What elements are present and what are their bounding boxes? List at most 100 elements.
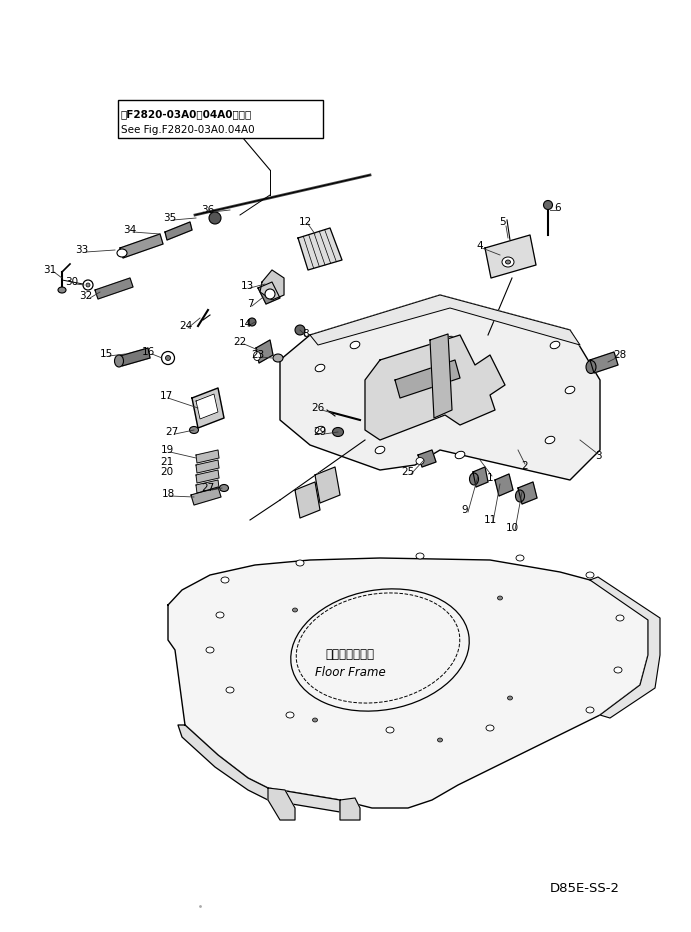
Text: 8: 8 (303, 329, 310, 339)
Polygon shape (196, 450, 219, 463)
Ellipse shape (315, 426, 325, 433)
Ellipse shape (416, 553, 424, 559)
Ellipse shape (295, 325, 305, 335)
Ellipse shape (332, 428, 343, 436)
Polygon shape (258, 282, 280, 304)
Ellipse shape (506, 260, 511, 264)
Polygon shape (590, 577, 660, 718)
Text: 34: 34 (124, 225, 137, 235)
Text: フロアフレーム: フロアフレーム (325, 649, 375, 662)
Text: 10: 10 (505, 523, 518, 533)
Text: 6: 6 (555, 203, 561, 213)
Text: 5: 5 (500, 217, 507, 227)
Ellipse shape (350, 341, 360, 349)
Ellipse shape (545, 436, 555, 444)
Ellipse shape (189, 427, 198, 433)
Text: 12: 12 (299, 217, 312, 227)
Ellipse shape (469, 473, 478, 485)
Ellipse shape (248, 318, 256, 326)
Polygon shape (120, 348, 150, 366)
Text: 2: 2 (522, 461, 529, 471)
Polygon shape (256, 340, 273, 363)
Text: 28: 28 (614, 350, 627, 360)
Text: D85E-SS-2: D85E-SS-2 (550, 882, 620, 895)
Polygon shape (485, 235, 536, 278)
Text: 27: 27 (165, 427, 179, 437)
Text: 18: 18 (162, 489, 175, 499)
Ellipse shape (312, 718, 317, 722)
Polygon shape (260, 270, 284, 300)
Ellipse shape (502, 257, 514, 267)
Polygon shape (295, 482, 320, 518)
Ellipse shape (565, 386, 575, 393)
Text: 26: 26 (312, 403, 325, 413)
Polygon shape (165, 222, 192, 240)
Polygon shape (340, 798, 360, 820)
Ellipse shape (498, 596, 502, 600)
Ellipse shape (375, 446, 385, 454)
Polygon shape (196, 470, 219, 483)
Text: 笮F2820-03A0　04A0図参照: 笮F2820-03A0 04A0図参照 (121, 109, 252, 119)
Polygon shape (418, 450, 436, 467)
Text: 30: 30 (66, 277, 79, 287)
Text: 19: 19 (160, 445, 173, 455)
Polygon shape (315, 467, 340, 503)
Ellipse shape (216, 612, 224, 618)
Ellipse shape (437, 738, 442, 742)
Ellipse shape (516, 555, 524, 561)
Polygon shape (95, 278, 133, 299)
Ellipse shape (162, 351, 175, 364)
Text: 1: 1 (486, 473, 493, 483)
Text: 13: 13 (240, 281, 254, 291)
Ellipse shape (550, 341, 560, 349)
Ellipse shape (292, 608, 298, 612)
Ellipse shape (445, 336, 455, 344)
Text: 25: 25 (401, 467, 415, 477)
Ellipse shape (586, 707, 594, 713)
Polygon shape (168, 558, 648, 808)
Text: 31: 31 (44, 265, 57, 275)
Polygon shape (430, 334, 452, 418)
Polygon shape (280, 295, 600, 480)
Polygon shape (518, 482, 537, 504)
Text: 17: 17 (160, 391, 173, 401)
Text: 3: 3 (595, 451, 601, 461)
Text: 35: 35 (163, 213, 177, 223)
Ellipse shape (416, 458, 424, 464)
Ellipse shape (58, 287, 66, 293)
Bar (118, 100, 323, 138)
Ellipse shape (586, 572, 594, 578)
Text: 24: 24 (180, 321, 193, 331)
Ellipse shape (315, 364, 325, 372)
Ellipse shape (209, 212, 221, 224)
Text: 32: 32 (79, 291, 93, 301)
Text: 4: 4 (477, 241, 483, 251)
Text: 9: 9 (462, 505, 468, 515)
Ellipse shape (616, 615, 624, 621)
Polygon shape (268, 788, 295, 820)
Ellipse shape (83, 280, 93, 290)
Ellipse shape (115, 355, 124, 367)
Ellipse shape (486, 725, 494, 731)
Ellipse shape (614, 667, 622, 673)
Ellipse shape (117, 249, 127, 257)
Ellipse shape (291, 589, 469, 711)
Polygon shape (365, 335, 505, 440)
Ellipse shape (286, 712, 294, 718)
Ellipse shape (507, 696, 513, 700)
Text: 27: 27 (201, 483, 215, 493)
Text: Floor Frame: Floor Frame (314, 665, 386, 678)
Text: 33: 33 (75, 245, 88, 255)
Text: 14: 14 (238, 319, 252, 329)
Ellipse shape (265, 289, 275, 299)
Polygon shape (192, 388, 224, 428)
Polygon shape (120, 234, 163, 258)
Ellipse shape (515, 490, 524, 502)
Ellipse shape (273, 354, 283, 362)
Polygon shape (590, 352, 618, 373)
Text: See Fig.F2820-03A0.04A0: See Fig.F2820-03A0.04A0 (121, 125, 254, 135)
Polygon shape (495, 474, 513, 496)
Ellipse shape (296, 560, 304, 566)
Text: 11: 11 (484, 515, 497, 525)
Ellipse shape (220, 485, 229, 491)
